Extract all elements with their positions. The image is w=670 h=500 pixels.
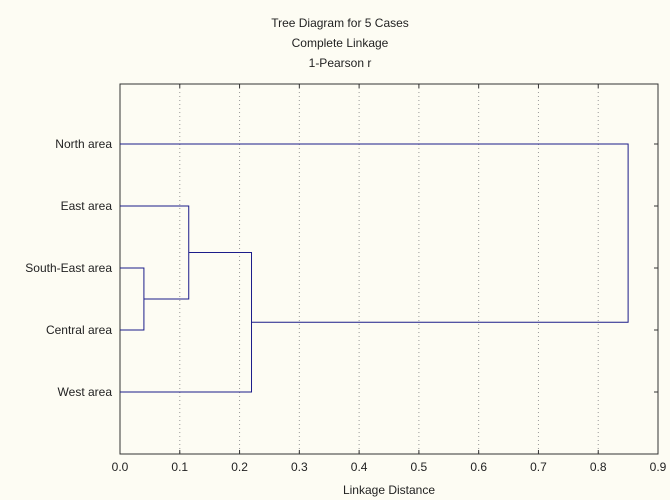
x-tick-label: 0.2 [231,460,248,474]
leaf-label: East area [61,199,113,213]
axis-ticks: 0.0 0.1 0.2 0.3 0.4 0.5 0.6 0.7 0.8 0.9 [112,84,667,474]
x-tick-label: 0.4 [351,460,368,474]
cluster-link [120,143,629,323]
grid [179,84,599,454]
leaf-label: South-East area [25,261,112,275]
leaf-label: Central area [46,323,112,337]
cluster-link [120,205,190,300]
cluster-link [120,252,253,393]
plot-frame [119,83,659,455]
x-tick-label: 0.8 [590,460,607,474]
leaf-labels: North area East area South-East area Centra… [25,137,112,399]
cluster-link [120,267,145,331]
chart-title-line-1: Tree Diagram for 5 Cases [271,16,409,30]
x-tick-label: 0.0 [112,460,129,474]
x-tick-label: 0.1 [171,460,188,474]
x-tick-label: 0.9 [650,460,667,474]
x-tick-label: 0.3 [291,460,308,474]
x-tick-label: 0.5 [411,460,428,474]
chart-title: Tree Diagram for 5 Cases Complete Linkag… [271,16,409,70]
x-tick-label: 0.6 [470,460,487,474]
chart-title-line-2: Complete Linkage [292,36,389,50]
leaf-label: North area [55,137,112,151]
dendrogram-links [120,143,629,393]
x-axis-label: Linkage Distance [343,483,435,497]
chart-title-line-3: 1-Pearson r [309,56,372,70]
x-tick-label: 0.7 [530,460,547,474]
leaf-label: West area [58,385,113,399]
